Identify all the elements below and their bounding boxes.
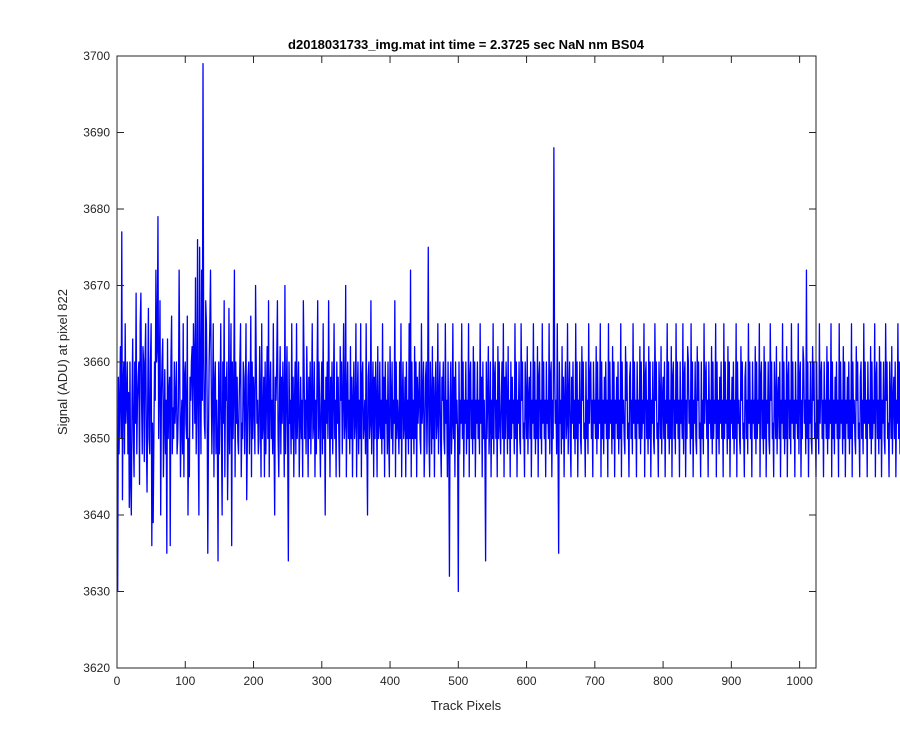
- y-tick-label: 3700: [83, 49, 110, 63]
- y-tick-label: 3670: [83, 279, 110, 293]
- x-tick-label: 900: [721, 674, 741, 688]
- chart-title: d2018031733_img.mat int time = 2.3725 se…: [288, 37, 645, 52]
- data-layer: [117, 63, 900, 593]
- x-tick-label: 200: [244, 674, 264, 688]
- x-tick-label: 100: [175, 674, 195, 688]
- x-tick-label: 400: [380, 674, 400, 688]
- series-line-1: [117, 63, 900, 593]
- x-axis-label: Track Pixels: [431, 698, 502, 713]
- y-tick-label: 3690: [83, 126, 110, 140]
- y-axis-label: Signal (ADU) at pixel 822: [55, 289, 70, 435]
- axes-layer: 0 100 200 300 400 500 600 700 800 900 1000 3620 3630…: [83, 49, 817, 688]
- y-tick-label: 3630: [83, 585, 110, 599]
- x-tick-label: 500: [448, 674, 468, 688]
- x-tick-label: 600: [517, 674, 537, 688]
- y-tick-label: 3650: [83, 432, 110, 446]
- x-tick-label: 700: [585, 674, 605, 688]
- y-tick-label: 3680: [83, 202, 110, 216]
- x-tick-label: 1000: [786, 674, 813, 688]
- y-tick-label: 3640: [83, 508, 110, 522]
- x-tick-label: 800: [653, 674, 673, 688]
- y-tick-label: 3620: [83, 661, 110, 675]
- x-tick-label: 300: [312, 674, 332, 688]
- x-tick-label: 0: [114, 674, 121, 688]
- y-tick-label: 3660: [83, 355, 110, 369]
